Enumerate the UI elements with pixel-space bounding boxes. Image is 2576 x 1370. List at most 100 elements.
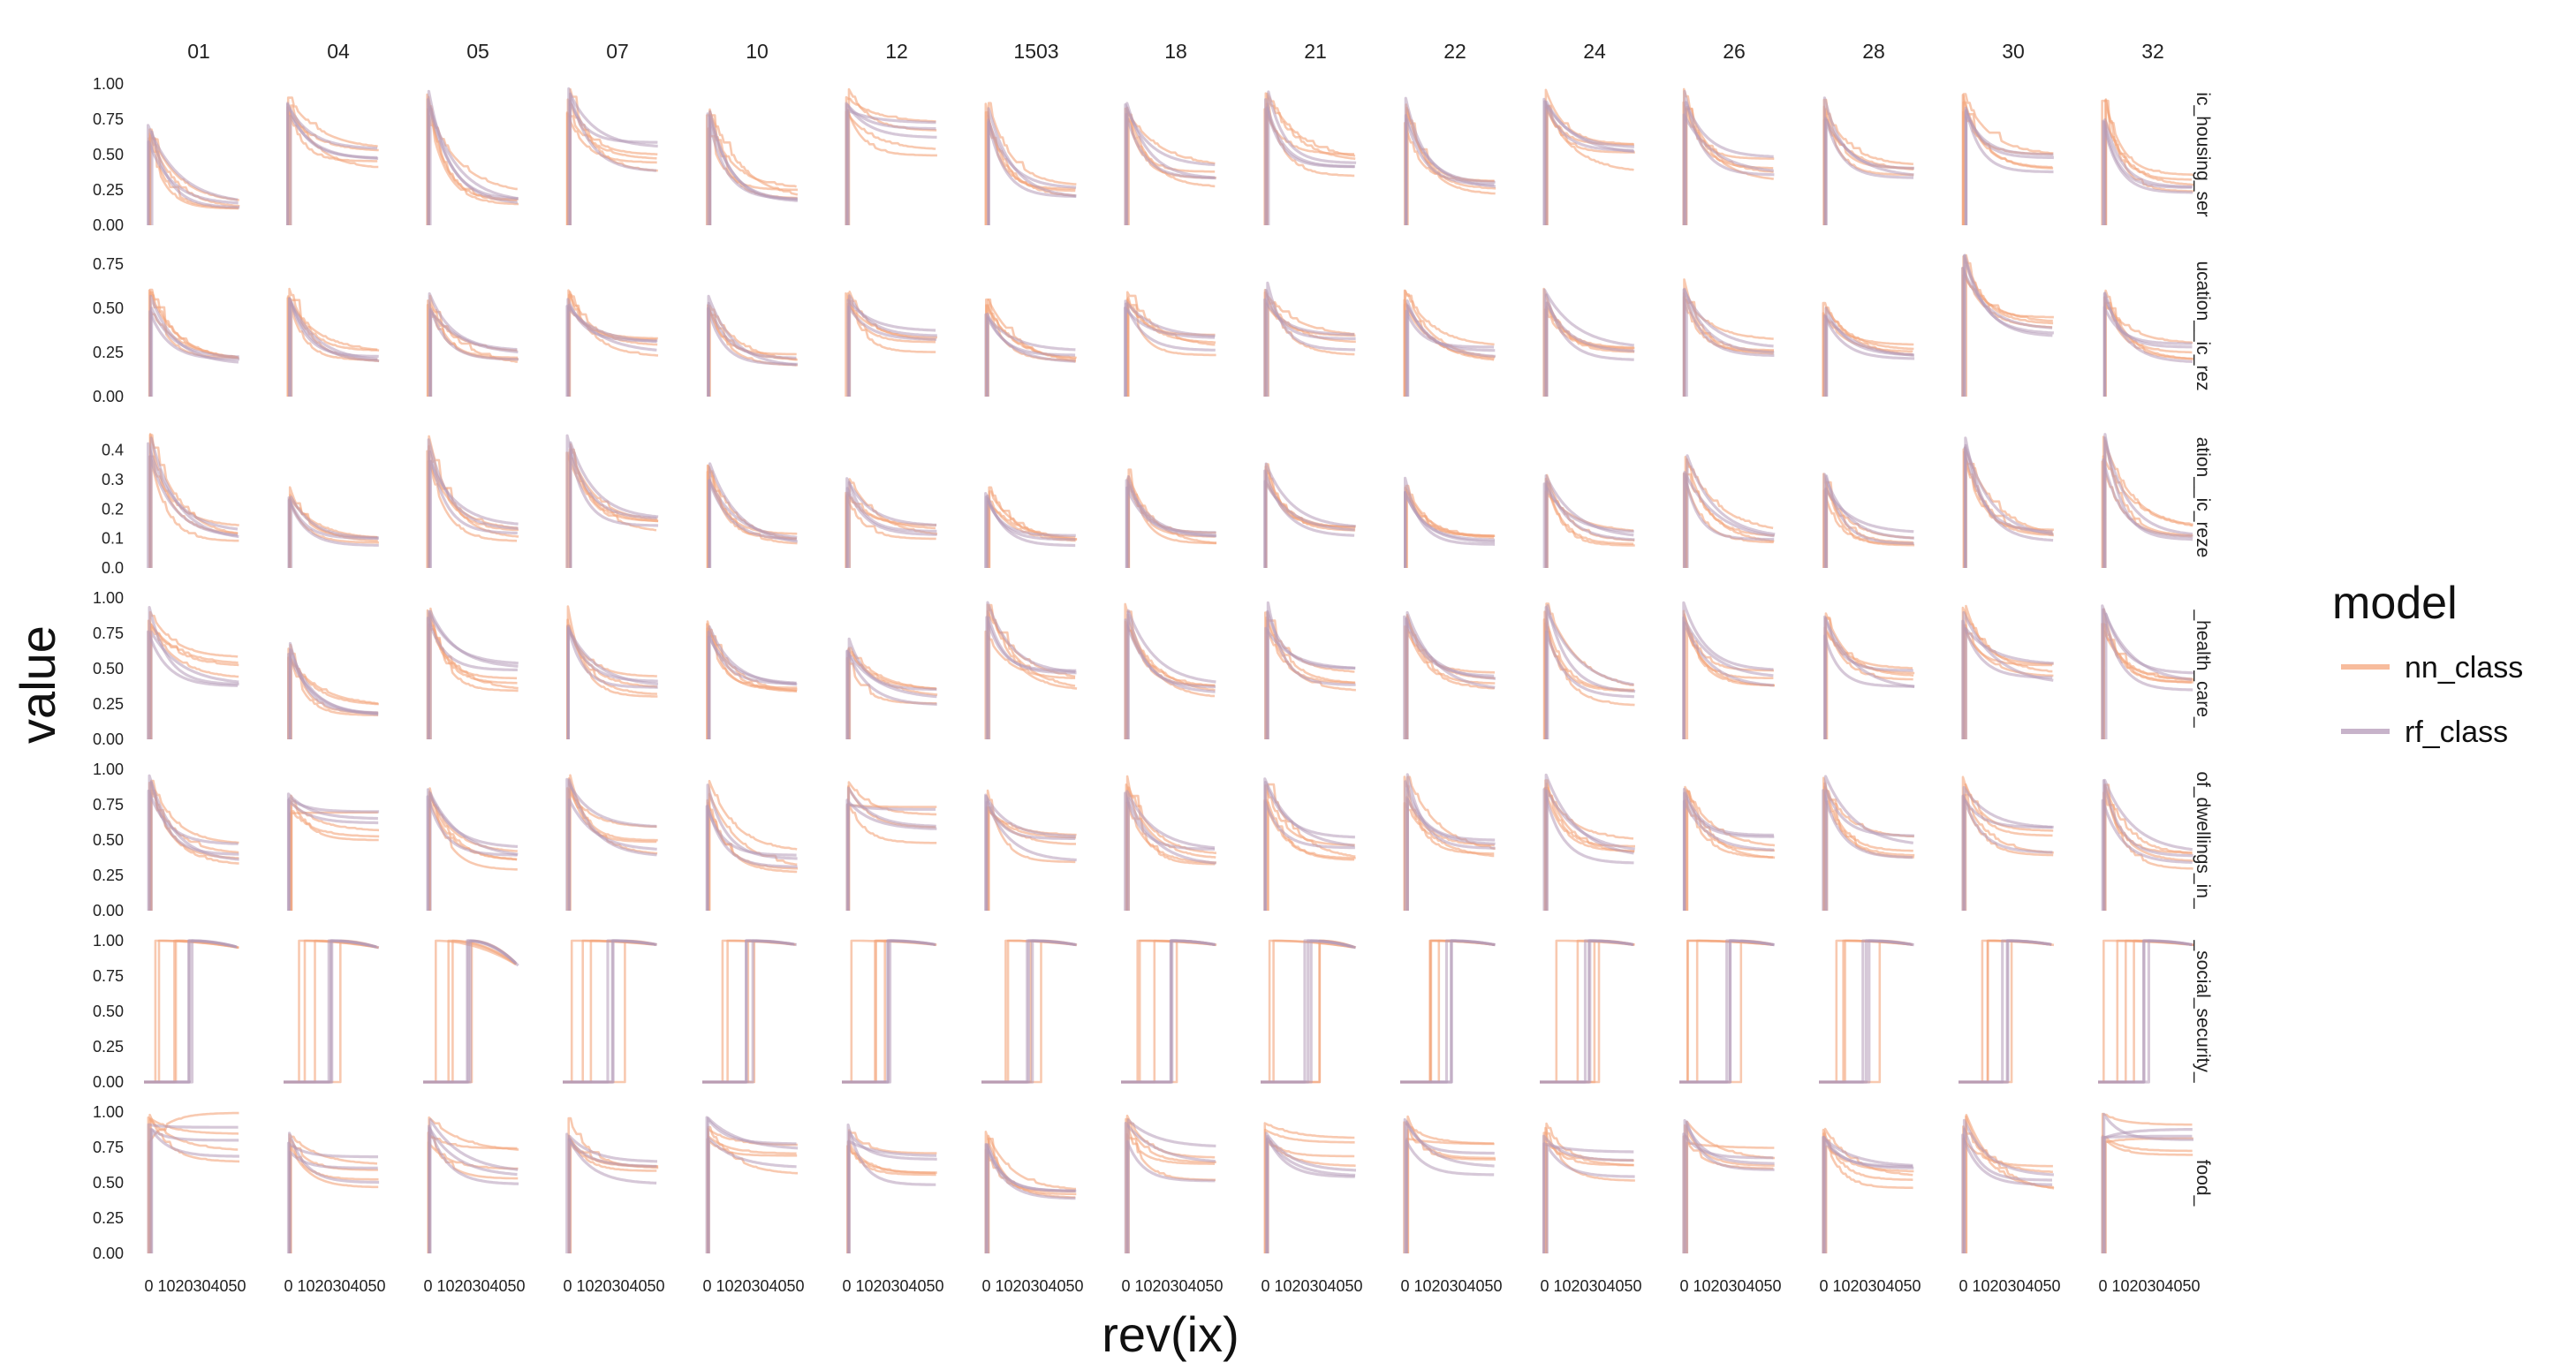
panel-ucation-ic-rez-24	[1542, 287, 1635, 397]
rf-class-series-line	[1684, 101, 1774, 225]
nn-class-series-line	[2103, 302, 2193, 397]
nn-class-series-line	[1121, 939, 1214, 1084]
rf-class-series-line	[987, 118, 1077, 225]
nn-class-series-line	[288, 1133, 378, 1253]
rf-class-series-line	[1125, 1139, 1216, 1253]
panel-ation-ic-reze-32	[2101, 433, 2193, 568]
column-label-10: 10	[746, 40, 769, 63]
rf-class-series-line	[1961, 1133, 2053, 1253]
nn-class-series-line	[2103, 783, 2193, 911]
rf-class-series-line	[1124, 302, 1216, 397]
panel-ation-ic-reze-26	[1682, 454, 1776, 568]
nn-class-series-line	[148, 1113, 240, 1253]
y-tick-labels: 1.00 0.75 0.50 0.25 0.00 0.75 0.50 0.25 0.00 0.4 0…	[93, 75, 124, 1262]
y-tick-label: 0.2	[102, 500, 124, 518]
nn-class-series-line	[1125, 775, 1216, 911]
nn-class-series-line	[1824, 617, 1913, 739]
x-tick-label: 0 1020304050	[1819, 1277, 1921, 1295]
rf-class-series-line	[845, 649, 937, 739]
nn-class-series-line	[2103, 1138, 2193, 1253]
rf-class-series-line	[708, 115, 798, 225]
nn-class-series-line	[426, 450, 518, 568]
nn-class-series-line	[1686, 1120, 1775, 1253]
rf-class-series-line	[1126, 1118, 1216, 1253]
rf-class-series-line	[1542, 100, 1635, 225]
panel-ation-ic-reze-04	[287, 486, 379, 568]
rf-class-series-line	[287, 498, 379, 568]
rf-class-series-line	[1824, 474, 1914, 568]
column-label-04: 04	[327, 40, 350, 63]
nn-class-series-line	[1406, 108, 1496, 225]
x-tick-label: 0 1020304050	[1679, 1277, 1781, 1295]
rf-class-series-line	[1963, 799, 2053, 911]
rf-class-series-line	[1540, 939, 1633, 1084]
column-label-18: 18	[1164, 40, 1187, 63]
nn-class-series-line	[2104, 99, 2193, 225]
y-tick-label: 0.4	[102, 442, 124, 459]
rf-class-series-line	[428, 459, 519, 568]
nn-class-series-line	[707, 465, 796, 568]
rf-class-series-line	[1824, 488, 1914, 568]
nn-class-series-line	[986, 115, 1076, 225]
rf-class-series-line	[563, 939, 657, 1084]
rf-class-series-line	[1405, 1139, 1495, 1253]
rf-class-series-line	[284, 939, 380, 1084]
nn-class-series-line	[149, 458, 239, 568]
nn-class-series-line	[845, 495, 936, 568]
rf-class-series-line	[1125, 479, 1216, 568]
rf-class-series-line	[567, 1138, 657, 1253]
rf-class-series-line	[1126, 797, 1216, 911]
rf-class-series-line	[1403, 1117, 1495, 1253]
panel-food-28	[1822, 1127, 1914, 1253]
legend-label-nn-class: nn_class	[2405, 651, 2523, 685]
nn-class-series-line	[1406, 776, 1496, 911]
rf-class-series-line	[1682, 787, 1774, 911]
rf-class-series-line	[1404, 780, 1496, 911]
nn-class-series-line	[1961, 776, 2053, 911]
panel-social-security-28	[1819, 939, 1914, 1084]
rf-class-series-line	[1683, 471, 1775, 568]
x-tick-label: 0 1020304050	[1261, 1277, 1362, 1295]
rf-class-series-line	[1540, 939, 1634, 1084]
rf-class-series-line	[985, 1143, 1077, 1253]
rf-class-series-line	[1959, 939, 2052, 1084]
panel-ucation-ic-rez-30	[1961, 254, 2054, 397]
panel-of-dwellings-in-18	[1124, 775, 1217, 911]
x-tick-labels: 0 1020304050 0 1020304050 0 1020304050 0 10…	[144, 1277, 2200, 1295]
rf-class-series-line	[286, 792, 378, 911]
rf-class-series-line	[1683, 287, 1775, 397]
rf-class-series-line	[1404, 96, 1496, 225]
nn-class-series-line	[847, 781, 937, 911]
rf-class-series-line	[150, 307, 239, 397]
panel-of-dwellings-in-01	[147, 774, 239, 911]
y-tick-label: 0.75	[93, 967, 124, 985]
rf-class-series-line	[428, 309, 519, 397]
rf-class-series-line	[1822, 1135, 1914, 1253]
y-tick-label: 0.00	[93, 1073, 124, 1091]
panel-ic-housing-ser-28	[1822, 96, 1914, 225]
rf-class-series-line	[285, 102, 378, 225]
nn-class-series-line	[148, 288, 239, 397]
panel-social-security-01	[144, 939, 239, 1084]
rf-class-series-line	[1823, 615, 1915, 739]
rf-class-series-line	[1822, 96, 1914, 225]
panel-food-26	[1682, 1118, 1775, 1253]
nn-class-series-line	[1544, 1126, 1635, 1253]
rf-class-series-line	[1263, 781, 1355, 911]
rf-class-series-line	[845, 487, 937, 568]
panel-ucation-ic-rez-32	[2102, 289, 2193, 397]
row-label-of-dwellings-in: of_dwellings_in_	[2193, 771, 2213, 909]
nn-class-series-line	[428, 114, 519, 225]
panel-ic-housing-ser-18	[1124, 102, 1216, 225]
nn-class-series-line	[1540, 939, 1635, 1084]
rf-class-series-line	[1823, 634, 1915, 739]
rf-class-series-line	[1125, 102, 1216, 225]
nn-class-series-line	[1824, 108, 1913, 225]
y-tick-label: 0.1	[102, 530, 124, 548]
y-tick-label: 1.00	[93, 75, 124, 93]
rf-class-series-line	[1124, 1122, 1216, 1253]
nn-class-series-line	[1822, 105, 1914, 225]
nn-class-series-line	[1545, 1122, 1634, 1253]
rf-class-series-line	[707, 1137, 797, 1253]
nn-class-series-line	[427, 108, 518, 225]
